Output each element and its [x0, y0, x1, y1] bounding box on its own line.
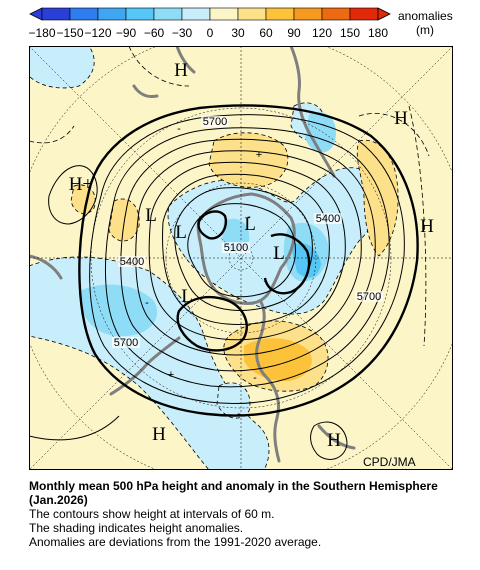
- colorbar-unit: (m): [416, 23, 434, 37]
- negative-anomaly-sign: -: [236, 293, 240, 305]
- colorbar-swatch: [97, 7, 127, 21]
- colorbar-swatch: [125, 7, 155, 21]
- colorbar-swatch: [293, 7, 323, 21]
- colorbar-right-arrow: [377, 7, 391, 21]
- caption-line-anomalies: Anomalies are deviations from the 1991-2…: [29, 535, 322, 549]
- colorbar-tick-label: 0: [207, 26, 214, 40]
- negative-anomaly-sign: -: [237, 408, 241, 420]
- low-pressure-label: L: [244, 214, 256, 235]
- colorbar-tick-label: −120: [84, 26, 111, 40]
- negative-anomaly-sign: -: [177, 123, 181, 135]
- colorbar-tick-label: 180: [368, 26, 388, 40]
- colorbar-swatch: [69, 7, 99, 21]
- negative-anomaly-sign: -: [247, 211, 251, 223]
- low-pressure-label: L: [181, 286, 193, 307]
- colorbar-tick-label: −180: [28, 26, 55, 40]
- colorbar-tick-label: 150: [340, 26, 360, 40]
- colorbar-tick-label: −30: [172, 26, 193, 40]
- height-contours-thick: [78, 104, 419, 417]
- positive-anomaly-sign: +: [256, 149, 262, 161]
- caption-title: Monthly mean 500 hPa height and anomaly …: [29, 479, 438, 507]
- figure-caption: Monthly mean 500 hPa height and anomaly …: [29, 479, 469, 549]
- high-pressure-label: H: [174, 60, 188, 81]
- colorbar-tick-label: 60: [259, 26, 273, 40]
- colorbar-units: anomalies (m): [398, 9, 453, 37]
- caption-line-shading: The shading indicates height anomalies.: [29, 521, 244, 535]
- colorbar-swatch: [41, 7, 71, 21]
- map-frame: [29, 46, 453, 470]
- high-pressure-label: H: [394, 108, 408, 129]
- contour-height-label: 5700: [203, 116, 227, 128]
- colorbar-title: anomalies: [398, 9, 453, 23]
- high-pressure-label: H: [327, 430, 341, 451]
- height-contours: [89, 114, 405, 404]
- colorbar-tick-label: 90: [287, 26, 301, 40]
- contour-height-label: 5100: [224, 242, 248, 254]
- colorbar-tick-label: −150: [56, 26, 83, 40]
- negative-anomaly-sign: -: [253, 372, 257, 384]
- dashed-outer-contours: [29, 46, 430, 347]
- high-pressure-label: H: [420, 216, 434, 237]
- caption-line-contours: The contours show height at intervals of…: [29, 507, 275, 521]
- colorbar-swatch: [349, 7, 379, 21]
- low-pressure-label: L: [175, 222, 187, 243]
- colorbar-tick-label: −90: [116, 26, 137, 40]
- colorbar-swatch: [153, 7, 183, 21]
- credit-label: CPD/JMA: [363, 455, 416, 469]
- colorbar-swatch: [237, 7, 267, 21]
- high-pressure-label: H: [152, 424, 166, 445]
- contour-height-label: 5400: [120, 256, 144, 268]
- anomaly-colorbar: −180 −150 −120 −90 −60 −30 0 30 60 90 120 150 180: [28, 7, 391, 40]
- low-pressure-label: L: [273, 243, 285, 264]
- colorbar-swatch: [321, 7, 351, 21]
- colorbar-tick-label: −60: [144, 26, 165, 40]
- low-pressure-label: L: [145, 205, 157, 226]
- colorbar-tick-label: 30: [231, 26, 245, 40]
- colorbar-left-arrow: [29, 7, 43, 21]
- contour-height-label: 5700: [357, 291, 381, 303]
- contour-height-label: 5400: [316, 213, 340, 225]
- negative-anomaly-strong: [291, 243, 321, 278]
- outer-contours: [29, 165, 348, 460]
- positive-anomaly-sign: +: [168, 369, 174, 381]
- colorbar-swatch: [209, 7, 239, 21]
- colorbar-swatch: [181, 7, 211, 21]
- contour-height-label: 5700: [114, 337, 138, 349]
- high-pressure-label: H+: [69, 174, 93, 195]
- colorbar-swatch: [265, 7, 295, 21]
- negative-anomaly-sign: -: [145, 297, 149, 309]
- colorbar-tick-label: 120: [312, 26, 332, 40]
